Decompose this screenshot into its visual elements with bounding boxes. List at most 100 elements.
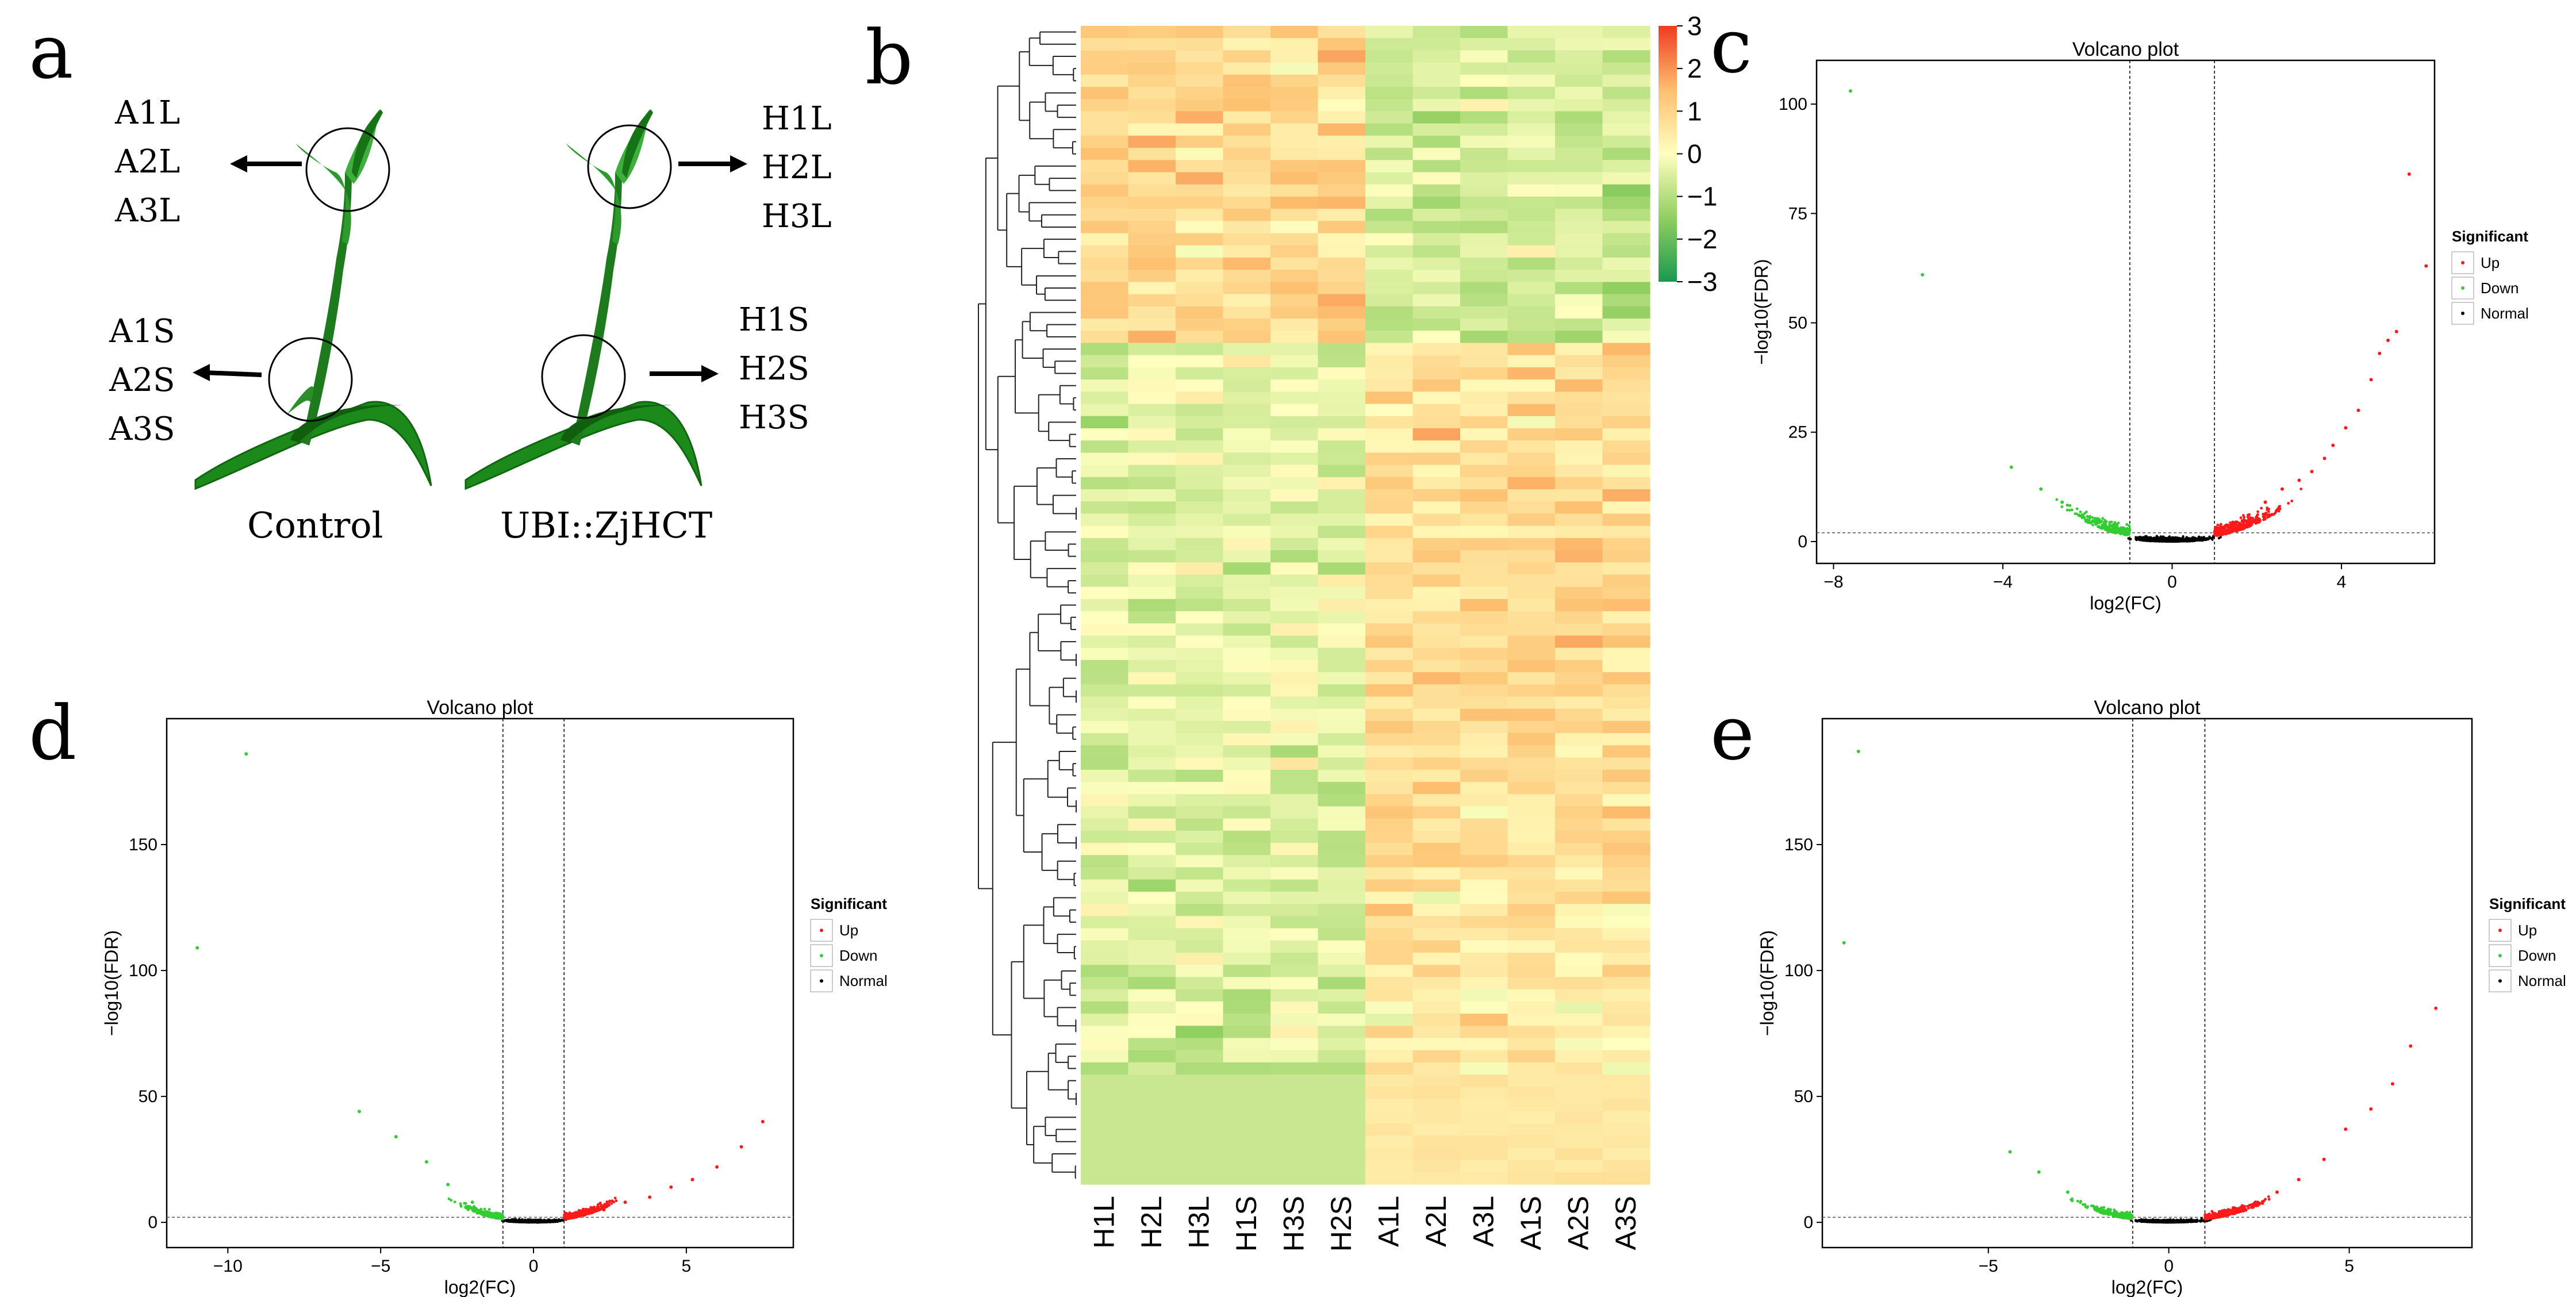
heatmap-cell [1176,428,1224,441]
heatmap-cell [1460,745,1508,758]
heatmap-cell [1128,1014,1176,1026]
heatmap-cell [1318,452,1366,466]
x-tick-label: −10 [213,1257,243,1276]
up-outlier-point [715,1165,719,1169]
heatmap-cell [1412,270,1461,283]
heatmap-cell [1223,635,1271,648]
legend-title: Significant [2452,228,2528,245]
heatmap-cell [1223,294,1271,307]
heatmap-cell [1270,50,1319,63]
x-axis-label: log2(FC) [444,1277,516,1297]
heatmap-cell [1081,965,1129,978]
heatmap-cell [1602,513,1650,527]
down-point [2122,526,2125,529]
heatmap-cell [1318,245,1366,258]
heatmap-cell [1460,843,1508,855]
heatmap-cell [1223,367,1271,380]
heatmap-cell [1270,489,1319,502]
heatmap-cell [1223,148,1271,160]
up-point [2267,510,2270,513]
heatmap-cell [1081,1050,1129,1063]
up-point [2290,500,2294,502]
heatmap-cell [1412,233,1461,246]
heatmap-cell [1318,1038,1366,1051]
heatmap-cell [1365,916,1414,929]
heatmap-cell [1460,501,1508,515]
y-tick-label: 75 [1788,204,1807,223]
heatmap-cell [1176,586,1224,600]
heatmap-cell [1128,672,1176,685]
heatmap-cell [1318,574,1366,588]
heatmap-cell [1128,989,1176,1002]
heatmap-cell [1602,977,1650,990]
heatmap-cell [1507,843,1556,855]
up-outlier-point [690,1177,694,1181]
heatmap-cell [1128,1172,1176,1185]
heatmap-cell [1176,111,1224,124]
heatmap-cell [1223,172,1271,185]
heatmap-cell [1081,1135,1129,1148]
heatmap-cell [1128,50,1176,63]
heatmap-cell [1318,477,1366,490]
heatmap-cell [1555,135,1603,148]
colorbar-tick-label: 3 [1687,11,1702,41]
heatmap-cell [1270,379,1319,392]
up-point [2278,505,2281,508]
up-point [612,1200,616,1204]
heatmap-cell [1176,538,1224,551]
heatmap-cell [1270,891,1319,904]
heatmap-cell [1555,1172,1603,1185]
heatmap-cell [1176,525,1224,539]
heatmap-cell [1602,672,1650,685]
heatmap-cell [1223,867,1271,880]
heatmap-cell [1555,684,1603,697]
heatmap-cell [1128,331,1176,344]
heatmap-cell [1412,343,1461,356]
heatmap-cell [1128,806,1176,819]
heatmap-cell [1602,989,1650,1002]
heatmap-cell [1460,392,1508,405]
heatmap-cell [1507,306,1556,319]
heatmap-cell [1460,1050,1508,1063]
heatmap-cell [1270,1050,1319,1063]
heatmap-cell [1460,794,1508,807]
heatmap-cell [1365,258,1414,270]
heatmap-cell [1081,953,1129,965]
heatmap-cell [1081,586,1129,600]
heatmap-cell [1128,465,1176,478]
heatmap-cell [1365,452,1414,466]
heatmap-cell [1365,574,1414,588]
heatmap-cell [1555,855,1603,868]
heatmap-cell [1318,135,1366,148]
heatmap-cell [1318,647,1366,661]
heatmap-cell [1460,891,1508,904]
heatmap-cell [1270,830,1319,843]
heatmap-cell [1270,416,1319,429]
heatmap-cell [1318,733,1366,746]
heatmap-cell [1176,440,1224,453]
heatmap-cell [1460,111,1508,124]
heatmap-cell [1365,392,1414,405]
heatmap-cell [1128,452,1176,466]
heatmap-cell [1318,367,1366,380]
heatmap-cell [1460,940,1508,953]
heatmap-cell [1460,684,1508,697]
heatmap-cell [1176,684,1224,697]
heatmap-cell [1460,1087,1508,1100]
heatmap-cell [1223,843,1271,855]
heatmap-cell [1460,1160,1508,1173]
heatmap-cell [1176,1026,1224,1039]
heatmap-cell [1555,221,1603,234]
heatmap-cell [1507,647,1556,661]
heatmap-cell [1412,379,1461,392]
heatmap-cell [1460,757,1508,770]
heatmap-cell [1507,379,1556,392]
heatmap-cell [1602,562,1650,575]
heatmap-cell [1176,135,1224,148]
heatmap-cell [1365,586,1414,600]
heatmap-cell [1460,87,1508,99]
heatmap-cell [1318,355,1366,368]
heatmap-cell [1176,489,1224,502]
heatmap-cell [1365,721,1414,734]
heatmap-cell [1270,635,1319,648]
